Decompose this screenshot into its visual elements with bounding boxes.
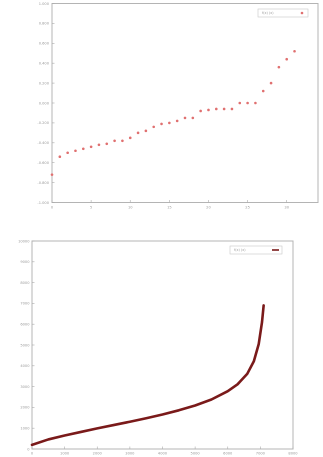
- data-point: [66, 151, 69, 155]
- line-chart: 0 1000 2000 3000 4000 5000 6000 7000 8000 9000 100…: [18, 239, 298, 456]
- x-tick-label: 25: [245, 206, 250, 210]
- y-tick-label: -0.800: [37, 181, 49, 185]
- data-point: [207, 108, 210, 112]
- x-axis: 0 5 10 15 20 25 30: [51, 200, 290, 210]
- data-point: [168, 121, 171, 125]
- y-tick-label: 2000: [20, 406, 30, 410]
- legend-marker: [300, 11, 304, 15]
- x-tick-label: 4000: [158, 452, 168, 456]
- data-point: [199, 109, 202, 113]
- data-point: [293, 49, 296, 53]
- data-point: [254, 101, 257, 105]
- data-point: [58, 155, 62, 159]
- data-point: [144, 129, 148, 133]
- data-point: [113, 139, 116, 143]
- x-tick-label: 30: [284, 206, 289, 210]
- y-tick-label: 1.000: [39, 2, 50, 6]
- data-point: [285, 57, 289, 61]
- data-point: [160, 122, 163, 126]
- y-axis: -1.000 -0.800 -0.600 -0.400 -0.200 0.000 0.200…: [37, 2, 55, 205]
- data-point: [152, 125, 156, 129]
- y-tick-label: 0.400: [39, 62, 50, 66]
- scatter-chart: -1.000 -0.800 -0.600 -0.400 -0.200 0.000 0.200…: [37, 2, 319, 210]
- legend: f(x) (x): [229, 245, 283, 255]
- y-axis: 0 1000 2000 3000 4000 5000 6000 7000 8000 9000 100…: [18, 239, 35, 451]
- plot-area: [31, 240, 294, 450]
- legend-box: [257, 8, 309, 18]
- data-point: [50, 173, 54, 176]
- data-point: [183, 116, 187, 120]
- y-tick-label: 7000: [20, 302, 30, 306]
- y-tick-label: 5000: [20, 343, 30, 347]
- legend-entry: f(x) (x): [262, 11, 274, 15]
- series-line: [30, 304, 265, 447]
- y-tick-label: 3000: [20, 385, 30, 389]
- y-tick-label: 10000: [18, 239, 30, 243]
- x-tick-label: 2000: [93, 452, 103, 456]
- data-point: [191, 116, 195, 120]
- data-point: [277, 65, 281, 69]
- x-tick-label: 1000: [60, 452, 70, 456]
- y-tick-label: 0.600: [39, 42, 50, 46]
- y-tick-label: -0.400: [37, 141, 49, 145]
- legend: f(x) (x): [257, 8, 309, 18]
- data-points: [50, 49, 296, 176]
- data-point: [105, 142, 109, 146]
- data-point: [89, 145, 93, 149]
- y-tick-label: -1.000: [37, 201, 49, 205]
- x-tick-label: 0: [31, 452, 34, 456]
- data-point: [121, 139, 124, 143]
- x-tick-label: 3000: [125, 452, 135, 456]
- x-tick-label: 0: [51, 206, 54, 210]
- x-tick-label: 15: [167, 206, 172, 210]
- y-tick-label: 0.800: [39, 22, 50, 26]
- data-point: [230, 107, 234, 111]
- x-tick-label: 7000: [256, 452, 266, 456]
- y-tick-label: 0.200: [39, 81, 50, 85]
- data-point: [175, 119, 179, 123]
- x-tick-label: 6000: [223, 452, 233, 456]
- y-tick-label: 6000: [20, 323, 30, 327]
- data-point: [214, 107, 218, 111]
- x-tick-label: 5: [90, 206, 92, 210]
- y-tick-label: 0.000: [39, 101, 50, 105]
- data-point: [222, 107, 226, 111]
- y-tick-label: 9000: [20, 260, 30, 264]
- legend-box: [229, 245, 283, 255]
- data-point: [136, 131, 140, 135]
- data-point: [128, 136, 132, 140]
- x-tick-label: 8000: [288, 452, 298, 456]
- x-tick-label: 10: [128, 206, 133, 210]
- data-point: [269, 81, 273, 85]
- x-axis: 0 1000 2000 3000 4000 5000 6000 7000 8000: [31, 446, 298, 456]
- plot-area: [51, 3, 319, 203]
- data-point: [246, 101, 249, 105]
- y-tick-label: -0.600: [37, 161, 49, 165]
- data-point: [74, 149, 77, 153]
- legend-entry: f(x) (x): [234, 248, 246, 252]
- data-point: [238, 101, 242, 105]
- data-point: [81, 147, 85, 151]
- data-point: [261, 89, 265, 93]
- x-tick-label: 20: [206, 206, 211, 210]
- y-tick-label: 0: [27, 447, 30, 451]
- y-tick-label: 8000: [20, 281, 30, 285]
- data-point: [97, 143, 101, 147]
- y-tick-label: -0.200: [37, 121, 49, 125]
- y-tick-label: 1000: [20, 427, 30, 431]
- x-tick-label: 5000: [191, 452, 201, 456]
- y-tick-label: 4000: [20, 364, 30, 368]
